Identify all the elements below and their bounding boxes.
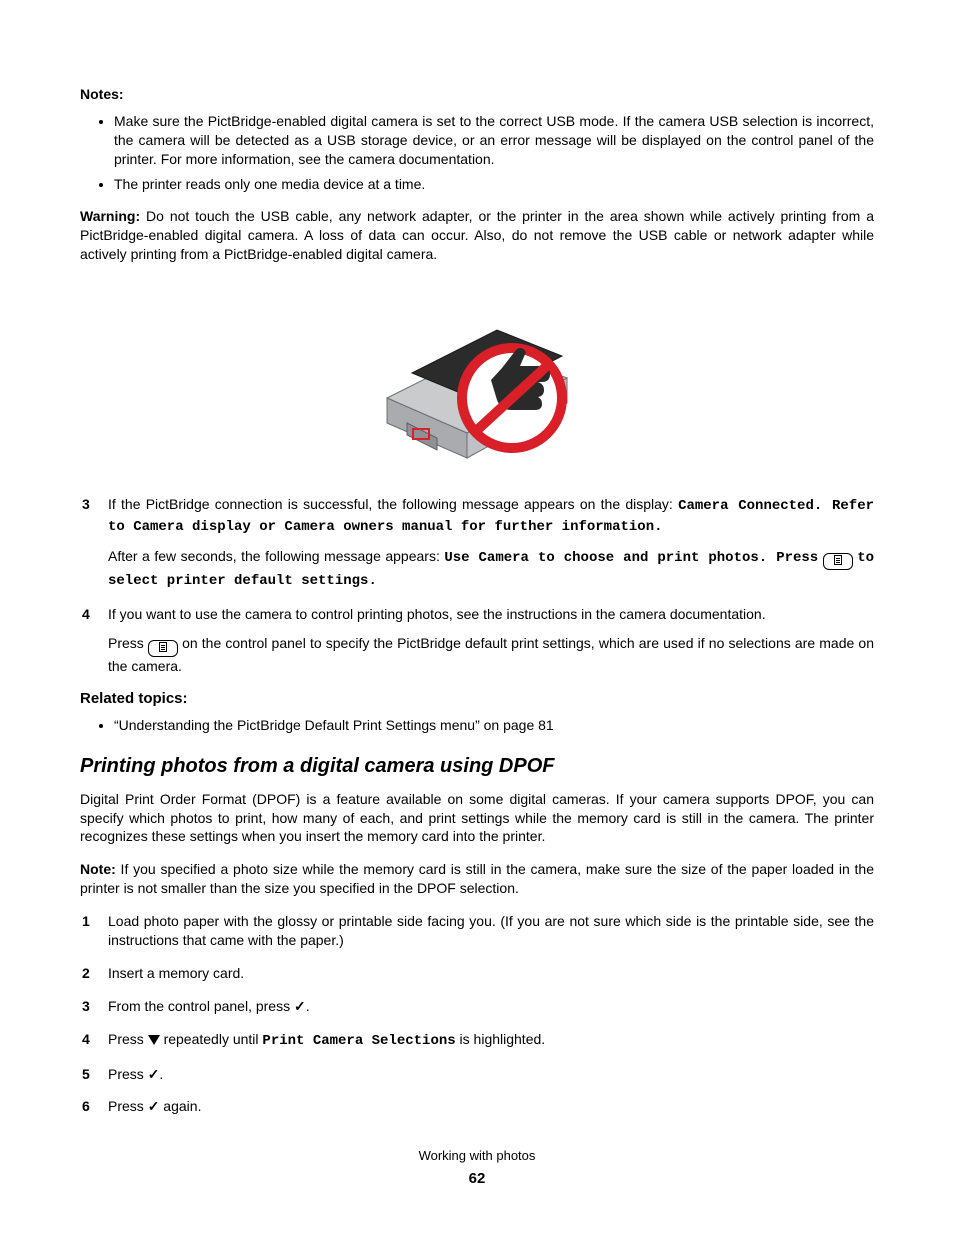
footer-section: Working with photos <box>0 1147 954 1165</box>
step-3: 3 If the PictBridge connection is succes… <box>80 495 874 591</box>
check-icon: ✓ <box>294 998 306 1014</box>
printer-illustration <box>367 278 587 468</box>
step-4-sub-a: Press <box>108 635 148 651</box>
down-arrow-icon <box>148 1035 160 1045</box>
dpof-step-1-text: Load photo paper with the glossy or prin… <box>108 913 874 948</box>
warning-paragraph: Warning: Do not touch the USB cable, any… <box>80 207 874 264</box>
dpof-steps: 1 Load photo paper with the glossy or pr… <box>80 912 874 1116</box>
dpof-step-3-b: . <box>306 998 310 1014</box>
dpof-step-6-num: 6 <box>82 1097 90 1116</box>
check-icon: ✓ <box>148 1098 160 1114</box>
dpof-step-5-a: Press <box>108 1066 148 1082</box>
dpof-step-3-num: 3 <box>82 997 90 1016</box>
dpof-p1: Digital Print Order Format (DPOF) is a f… <box>80 790 874 847</box>
dpof-step-2-text: Insert a memory card. <box>108 965 244 981</box>
dpof-step-6-b: again. <box>159 1098 201 1114</box>
step-3-number: 3 <box>82 495 90 514</box>
related-heading: Related topics: <box>80 689 874 709</box>
step-4-number: 4 <box>82 605 90 624</box>
notes-list: Make sure the PictBridge-enabled digital… <box>80 112 874 194</box>
dpof-step-5: 5 Press ✓. <box>80 1065 874 1084</box>
menu-button-icon <box>823 553 853 570</box>
step-3-msg2a: Use Camera to choose and print photos. P… <box>444 550 818 566</box>
dpof-step-6-a: Press <box>108 1098 148 1114</box>
note-label: Note: <box>80 861 116 877</box>
notes-block: Notes: Make sure the PictBridge-enabled … <box>80 85 874 193</box>
dpof-step-4-b: repeatedly until <box>160 1031 263 1047</box>
notes-item-1: Make sure the PictBridge-enabled digital… <box>114 112 874 169</box>
dpof-step-4: 4 Press repeatedly until Print Camera Se… <box>80 1030 874 1051</box>
check-icon: ✓ <box>148 1066 160 1082</box>
related-list: “Understanding the PictBridge Default Pr… <box>80 716 874 735</box>
step-3-sub: After a few seconds, the following messa… <box>108 547 874 591</box>
dpof-step-4-d: is highlighted. <box>456 1031 546 1047</box>
dpof-step-6: 6 Press ✓ again. <box>80 1097 874 1116</box>
dpof-step-1-num: 1 <box>82 912 90 931</box>
step-4-sub-b: on the control panel to specify the Pict… <box>108 635 874 674</box>
notes-heading: Notes: <box>80 85 874 104</box>
menu-button-icon <box>148 640 178 657</box>
step-4: 4 If you want to use the camera to contr… <box>80 605 874 676</box>
dpof-step-3: 3 From the control panel, press ✓. <box>80 997 874 1016</box>
dpof-step-1: 1 Load photo paper with the glossy or pr… <box>80 912 874 950</box>
notes-item-2: The printer reads only one media device … <box>114 175 874 194</box>
dpof-step-5-num: 5 <box>82 1065 90 1084</box>
dpof-step-2-num: 2 <box>82 964 90 983</box>
footer-page-number: 62 <box>0 1169 954 1189</box>
dpof-step-3-a: From the control panel, press <box>108 998 294 1014</box>
warning-label: Warning: <box>80 208 140 224</box>
dpof-step-2: 2 Insert a memory card. <box>80 964 874 983</box>
page-footer: Working with photos 62 <box>0 1147 954 1189</box>
related-item-1: “Understanding the PictBridge Default Pr… <box>114 716 874 735</box>
step-4-sub: Press on the control panel to specify th… <box>108 634 874 676</box>
dpof-step-4-a: Press <box>108 1031 148 1047</box>
continued-steps: 3 If the PictBridge connection is succes… <box>80 495 874 675</box>
dpof-step-5-b: . <box>159 1066 163 1082</box>
note-text: If you specified a photo size while the … <box>80 861 874 896</box>
dpof-step-4-c: Print Camera Selections <box>262 1033 455 1049</box>
dpof-note: Note: If you specified a photo size whil… <box>80 860 874 898</box>
section-dpof-title: Printing photos from a digital camera us… <box>80 753 874 780</box>
printer-no-touch-figure <box>80 278 874 473</box>
dpof-step-4-num: 4 <box>82 1030 90 1049</box>
warning-text: Do not touch the USB cable, any network … <box>80 208 874 262</box>
step-4-text: If you want to use the camera to control… <box>108 606 766 622</box>
step-3-intro: If the PictBridge connection is successf… <box>108 496 678 512</box>
step-3-sub-a: After a few seconds, the following messa… <box>108 548 444 564</box>
